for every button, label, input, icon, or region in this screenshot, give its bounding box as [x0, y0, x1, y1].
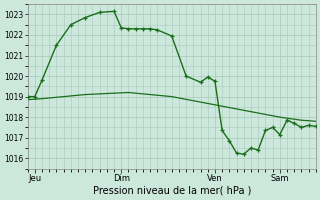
- X-axis label: Pression niveau de la mer( hPa ): Pression niveau de la mer( hPa ): [92, 186, 251, 196]
